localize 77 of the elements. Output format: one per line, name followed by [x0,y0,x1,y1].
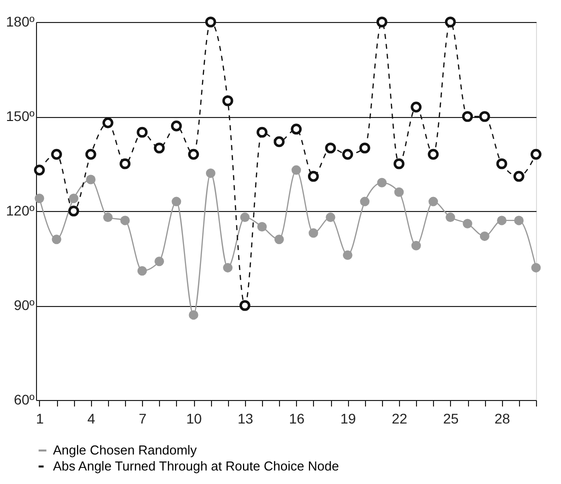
point [462,218,472,228]
point [394,187,404,197]
point [292,165,302,175]
point [51,148,62,160]
point [172,196,182,206]
point [462,111,473,122]
x-tick-label: 16 [288,410,305,426]
point [222,95,234,106]
point [531,262,541,272]
y-tick-label: 90º [14,297,34,313]
x-tick-label: 25 [443,410,459,426]
point [530,148,542,160]
legend-label: Abs Angle Turned Through at Route Choice Node [53,458,339,474]
point [428,148,439,160]
point [154,142,165,154]
point [257,222,267,232]
x-tick-label: 7 [138,410,147,426]
point [428,196,438,206]
point [376,16,388,28]
y-tick-label: 150º [6,108,34,124]
point [342,250,352,260]
point [120,158,130,170]
point [308,228,318,238]
point [444,16,456,28]
point [68,206,80,216]
x-tick-label: 13 [238,410,254,426]
point [154,256,164,266]
point [86,174,96,184]
y-tick-label: 60º [14,392,34,408]
point [497,216,506,226]
x-tick-label: 4 [87,410,96,426]
x-tick-label: 28 [494,410,510,426]
point [205,16,216,28]
point [325,142,336,154]
point [274,234,284,244]
point [239,300,250,311]
point [52,234,62,244]
point [342,148,354,160]
point [394,158,404,170]
point [360,196,370,206]
point [256,126,268,138]
point [85,148,96,160]
point [446,212,456,222]
point [103,212,113,222]
point [290,124,302,135]
point [308,170,319,182]
point [513,170,524,182]
x-tick-label: 22 [392,410,408,426]
point [120,216,130,226]
point [274,136,285,148]
point [359,142,370,154]
point [496,158,508,170]
point [102,117,114,128]
y-tick-label: 120º [6,202,34,218]
point [68,194,78,204]
point [188,148,199,160]
legend-label: Angle Chosen Randomly [53,442,198,458]
point [206,168,216,178]
point [34,194,44,204]
x-tick-label: 19 [340,410,356,426]
point [411,240,421,250]
point [136,126,148,138]
point [137,266,147,276]
point [223,262,233,272]
point [240,212,250,222]
point [514,216,524,226]
point [170,120,182,132]
x-tick-label: 1 [36,410,44,426]
point [326,212,336,222]
x-tick-label: 10 [186,410,202,426]
point [480,231,490,241]
point [377,178,387,188]
point [479,111,490,122]
point [34,164,45,176]
point [410,102,422,112]
point [188,310,198,320]
y-tick-label: 180º [6,14,34,30]
